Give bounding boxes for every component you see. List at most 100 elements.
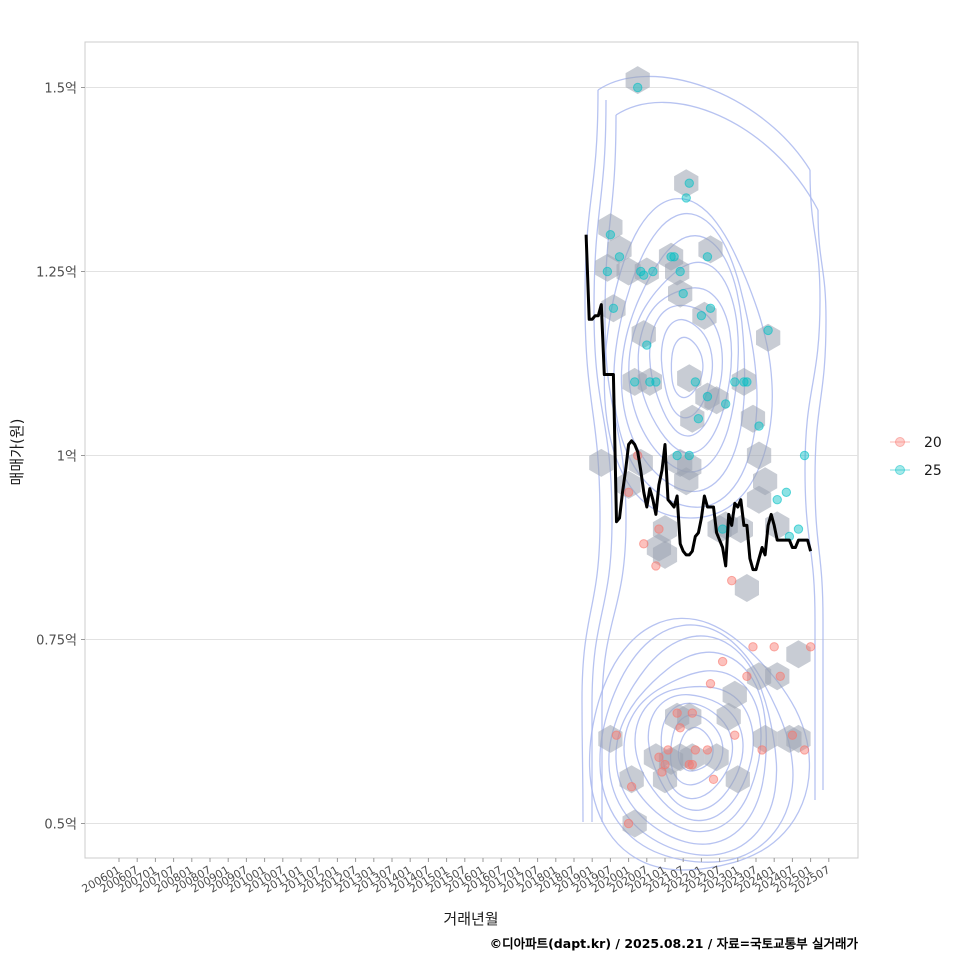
legend-label: 25 xyxy=(924,463,942,479)
data-point-20 xyxy=(690,745,701,755)
data-point-20 xyxy=(654,752,664,762)
data-point-25 xyxy=(681,193,691,203)
legend-key xyxy=(895,437,905,447)
hexbin xyxy=(616,257,641,286)
data-point-20 xyxy=(684,759,694,770)
data-point-20 xyxy=(727,575,737,586)
data-point-20 xyxy=(623,487,634,497)
data-point-25 xyxy=(693,414,704,424)
data-point-20 xyxy=(675,723,685,733)
density-contour xyxy=(591,99,613,822)
hexbin xyxy=(753,724,778,753)
density-contour xyxy=(597,75,811,171)
y-tick-label: 1.25억 xyxy=(36,266,77,281)
data-point-25 xyxy=(702,252,713,262)
y-axis-ticks: 0.5억 0.75억 1억 1.25억 1.5억 xyxy=(36,82,85,833)
data-point-20 xyxy=(705,678,716,689)
hexbin xyxy=(652,540,678,569)
hexbin-layer xyxy=(589,66,811,838)
density-contour xyxy=(601,114,627,822)
data-point-20 xyxy=(708,774,719,785)
density-contour xyxy=(634,685,754,822)
data-point-25 xyxy=(742,377,752,387)
caption: ©디아파트(dapt.kr) / 2025.08.21 / 자료=국토교통부 실… xyxy=(490,936,859,951)
data-point-25 xyxy=(739,377,749,387)
legend: 2025 xyxy=(890,435,942,479)
hexbin xyxy=(607,235,632,264)
hexbin xyxy=(725,765,750,794)
data-point-20 xyxy=(799,745,810,755)
data-point-25 xyxy=(666,252,676,262)
data-point-20 xyxy=(748,642,758,652)
data-point-25 xyxy=(702,391,713,402)
data-point-25 xyxy=(720,399,731,409)
y-axis-title: 매매가(원) xyxy=(8,419,26,486)
hexbin xyxy=(668,279,693,308)
density-contour xyxy=(670,336,704,399)
density-contour xyxy=(804,169,821,800)
data-point-25 xyxy=(705,303,716,313)
data-point-25 xyxy=(605,230,616,240)
data-point-20 xyxy=(730,730,740,740)
y-tick-label: 0.5억 xyxy=(44,818,77,833)
hexbin xyxy=(652,765,678,794)
hexbin xyxy=(622,367,647,396)
hexbin xyxy=(786,640,811,669)
data-point-25 xyxy=(730,377,740,387)
density-contour xyxy=(599,624,794,863)
data-point-25 xyxy=(672,450,682,461)
density-contour xyxy=(615,651,767,845)
data-point-25 xyxy=(684,450,694,461)
data-point-25 xyxy=(675,266,685,277)
hexbin xyxy=(680,404,705,433)
data-point-25 xyxy=(717,524,728,534)
hexbin xyxy=(598,724,623,753)
x-axis-title: 거래년월 xyxy=(443,910,498,928)
hexbin xyxy=(746,485,772,514)
hexbin xyxy=(625,66,650,95)
data-point-20 xyxy=(805,642,816,652)
hexbin xyxy=(601,294,626,323)
data-point-25 xyxy=(696,310,707,321)
data-point-25 xyxy=(642,340,652,350)
data-point-20 xyxy=(663,745,673,755)
hexbin xyxy=(740,404,766,433)
data-point-20 xyxy=(623,818,634,829)
y-tick-label: 0.75억 xyxy=(36,634,77,649)
data-point-20 xyxy=(757,745,767,755)
hexbin xyxy=(674,169,699,198)
hexbin xyxy=(734,574,759,602)
data-point-25 xyxy=(690,377,701,387)
hexbin xyxy=(731,367,756,396)
data-point-25 xyxy=(614,252,625,262)
hexbin xyxy=(698,235,723,264)
data-point-20 xyxy=(775,671,785,681)
density-contour xyxy=(588,617,811,871)
hexbin xyxy=(589,448,614,477)
density-contour xyxy=(581,89,601,823)
density-contour xyxy=(603,198,773,519)
data-point-25 xyxy=(763,325,773,336)
y-tick-label: 1억 xyxy=(57,450,77,465)
hexbin xyxy=(692,301,717,330)
data-point-25 xyxy=(651,377,661,387)
data-point-20 xyxy=(672,708,682,718)
data-point-25 xyxy=(633,82,643,93)
x-axis-ticks: 2006012006072007012007072008012008072009… xyxy=(80,858,832,896)
density-contour xyxy=(615,101,819,211)
y-tick-label: 1.5억 xyxy=(44,82,77,97)
data-point-20 xyxy=(626,782,637,792)
data-point-20 xyxy=(787,730,798,740)
data-point-20 xyxy=(639,539,649,549)
trend-line xyxy=(584,234,813,572)
hexbin xyxy=(652,515,678,544)
data-point-20 xyxy=(717,656,728,667)
data-point-25 xyxy=(678,288,688,299)
hexbin xyxy=(598,213,623,242)
hexbin xyxy=(704,743,729,772)
data-point-25 xyxy=(608,303,619,313)
data-point-20 xyxy=(654,524,664,534)
data-point-25 xyxy=(629,377,640,387)
data-point-20 xyxy=(687,759,697,770)
